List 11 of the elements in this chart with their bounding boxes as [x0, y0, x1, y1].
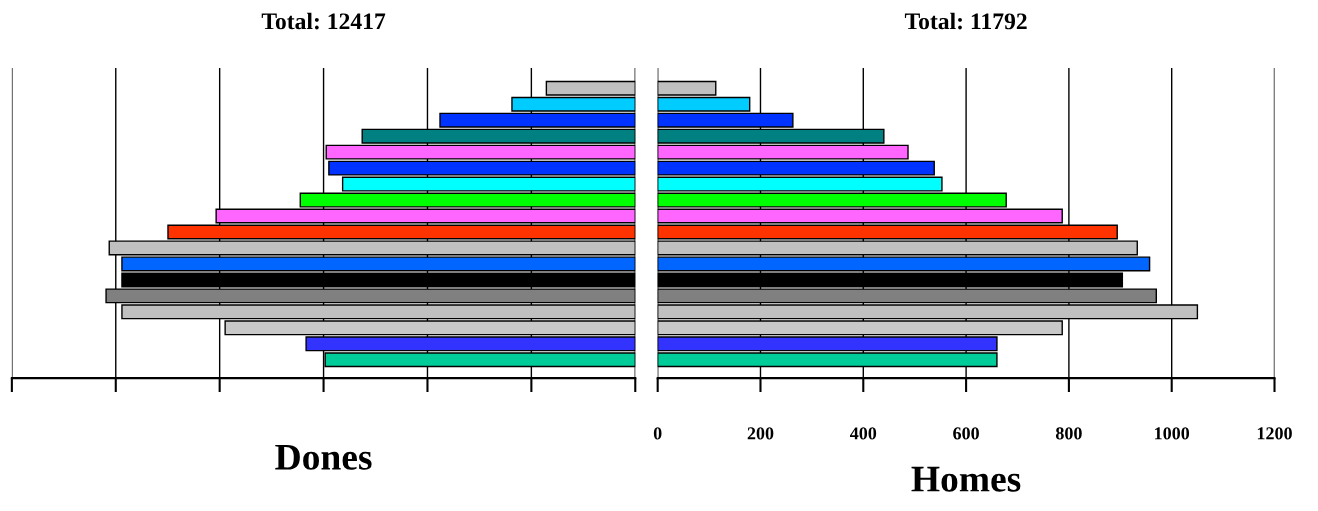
x-tick-label: 400	[850, 427, 877, 440]
x-tick-label: 1000	[1155, 427, 1190, 440]
x-axis-title: Dones	[275, 444, 372, 470]
x-axis-title: Homes	[911, 466, 1021, 492]
chart-title: Total: 12417	[261, 12, 386, 30]
x-tick-label: 200	[747, 427, 774, 440]
x-tick-label: 800	[1055, 427, 1082, 440]
x-tick-label: 600	[953, 427, 979, 440]
chart-title: Total: 11792	[904, 12, 1027, 30]
x-tick-label: 1200	[1257, 427, 1292, 440]
x-tick-label: 0	[653, 427, 662, 440]
